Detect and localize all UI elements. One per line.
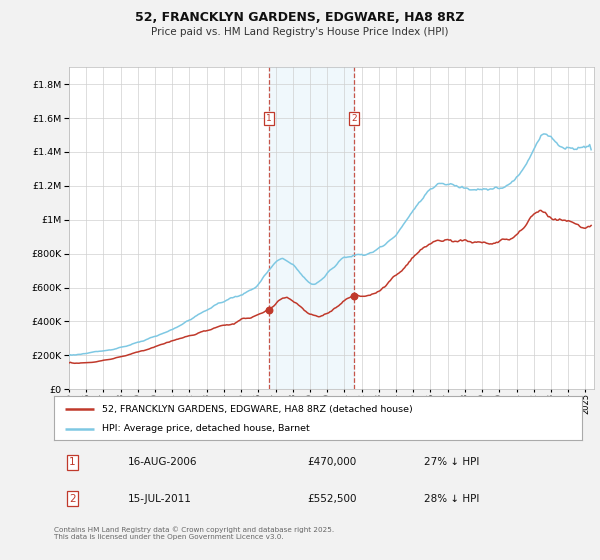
Point bbox=[349, 291, 359, 300]
Text: 27% ↓ HPI: 27% ↓ HPI bbox=[424, 458, 479, 468]
Text: £552,500: £552,500 bbox=[307, 493, 357, 503]
Text: 2: 2 bbox=[351, 114, 356, 123]
Bar bbox=[269, 67, 354, 389]
Text: Price paid vs. HM Land Registry's House Price Index (HPI): Price paid vs. HM Land Registry's House … bbox=[151, 27, 449, 37]
Text: 2: 2 bbox=[69, 493, 76, 503]
Text: 1: 1 bbox=[266, 114, 272, 123]
Text: 52, FRANCKLYN GARDENS, EDGWARE, HA8 8RZ (detached house): 52, FRANCKLYN GARDENS, EDGWARE, HA8 8RZ … bbox=[101, 404, 412, 413]
Text: 52, FRANCKLYN GARDENS, EDGWARE, HA8 8RZ: 52, FRANCKLYN GARDENS, EDGWARE, HA8 8RZ bbox=[135, 11, 465, 24]
Text: 16-AUG-2006: 16-AUG-2006 bbox=[128, 458, 197, 468]
Text: 1: 1 bbox=[69, 458, 76, 468]
Text: HPI: Average price, detached house, Barnet: HPI: Average price, detached house, Barn… bbox=[101, 424, 309, 433]
Text: 15-JUL-2011: 15-JUL-2011 bbox=[128, 493, 192, 503]
Text: £470,000: £470,000 bbox=[307, 458, 356, 468]
Point bbox=[264, 305, 274, 314]
Text: 28% ↓ HPI: 28% ↓ HPI bbox=[424, 493, 479, 503]
Text: Contains HM Land Registry data © Crown copyright and database right 2025.
This d: Contains HM Land Registry data © Crown c… bbox=[54, 526, 334, 540]
